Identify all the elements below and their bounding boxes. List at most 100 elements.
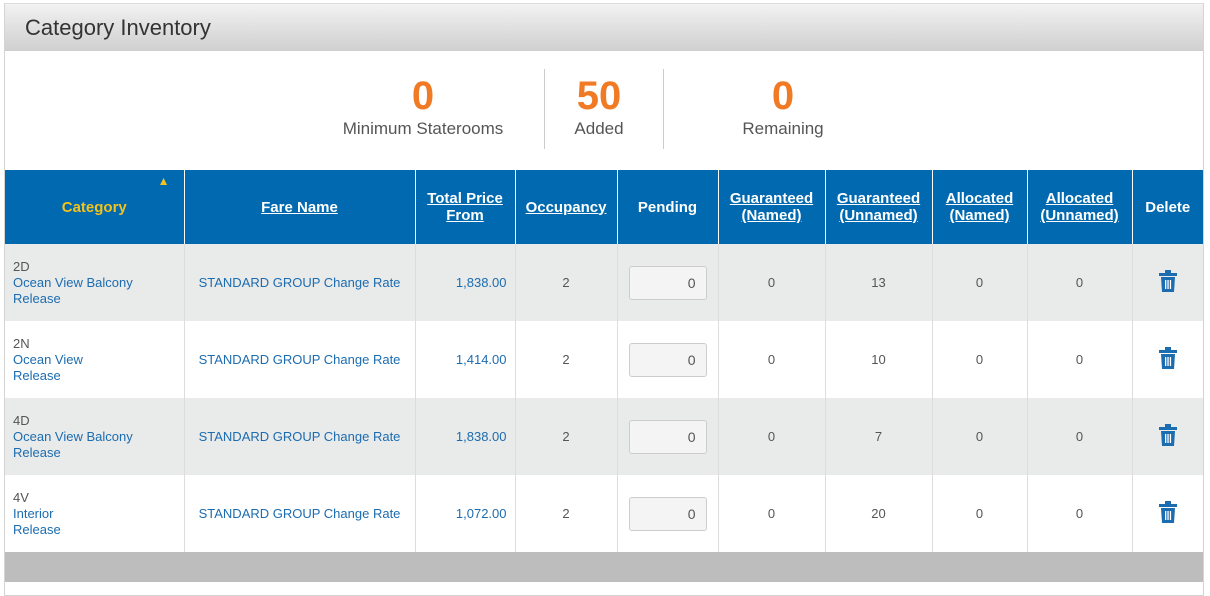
delete-cell bbox=[1132, 398, 1203, 475]
occupancy: 2 bbox=[515, 244, 618, 321]
pending-input[interactable] bbox=[628, 342, 707, 377]
category-cell: 4V Interior Release bbox=[5, 475, 185, 552]
guaranteed-named: 0 bbox=[718, 244, 826, 321]
total-price: 1,838.00 bbox=[415, 398, 516, 475]
panel-title: Category Inventory bbox=[5, 3, 1203, 51]
category-cell: 2D Ocean View Balcony Release bbox=[5, 244, 185, 321]
total-price: 1,838.00 bbox=[415, 244, 516, 321]
pending-input[interactable] bbox=[628, 265, 707, 300]
fare-name-link[interactable]: STANDARD GROUP Change Rate bbox=[184, 244, 416, 321]
table-row: 2D Ocean View Balcony Release STANDARD GRO… bbox=[5, 244, 1203, 321]
guaranteed-unnamed: 7 bbox=[825, 398, 933, 475]
col-label: Guaranteed (Unnamed) bbox=[836, 190, 921, 224]
inventory-table: ▲ Category Fare Name Total Price From Occ… bbox=[5, 170, 1203, 552]
guaranteed-named: 0 bbox=[718, 398, 826, 475]
fare-name-link[interactable]: STANDARD GROUP Change Rate bbox=[184, 398, 416, 475]
category-inventory-panel: Category Inventory 0 Minimum Staterooms … bbox=[4, 3, 1204, 596]
occupancy: 2 bbox=[515, 321, 618, 398]
col-label: Pending bbox=[637, 198, 698, 216]
col-label: Allocated (Unnamed) bbox=[1040, 190, 1119, 224]
pending-cell bbox=[617, 244, 719, 321]
col-label: Fare Name bbox=[261, 198, 338, 216]
category-code: 4V bbox=[13, 489, 29, 505]
col-guaranteed-unnamed[interactable]: Guaranteed (Unnamed) bbox=[825, 170, 933, 244]
trash-icon[interactable] bbox=[1158, 347, 1177, 372]
allocated-unnamed: 0 bbox=[1027, 321, 1133, 398]
col-label: Occupancy bbox=[525, 198, 607, 216]
allocated-unnamed: 0 bbox=[1027, 475, 1133, 552]
category-code: 2D bbox=[13, 258, 30, 274]
guaranteed-unnamed: 10 bbox=[825, 321, 933, 398]
occupancy: 2 bbox=[515, 398, 618, 475]
col-category[interactable]: ▲ Category bbox=[5, 170, 185, 244]
stat-value: 0 bbox=[771, 74, 795, 118]
col-total-price[interactable]: Total Price From bbox=[415, 170, 516, 244]
category-name-link[interactable]: Ocean View Balcony bbox=[13, 274, 133, 290]
category-cell: 2N Ocean View Release bbox=[5, 321, 185, 398]
divider bbox=[544, 69, 545, 149]
pending-cell bbox=[617, 475, 719, 552]
occupancy: 2 bbox=[515, 475, 618, 552]
divider bbox=[663, 69, 664, 149]
pending-input[interactable] bbox=[628, 419, 707, 454]
stat-value: 50 bbox=[576, 74, 622, 118]
category-cell: 4D Ocean View Balcony Release bbox=[5, 398, 185, 475]
col-allocated-named[interactable]: Allocated (Named) bbox=[932, 170, 1028, 244]
trash-icon[interactable] bbox=[1158, 424, 1177, 449]
col-delete: Delete bbox=[1132, 170, 1203, 244]
allocated-named: 0 bbox=[932, 244, 1028, 321]
stat-added: 50 Added bbox=[549, 73, 649, 139]
total-price: 1,414.00 bbox=[415, 321, 516, 398]
table-row: 2N Ocean View Release STANDARD GROUP Chang… bbox=[5, 321, 1203, 398]
delete-cell bbox=[1132, 244, 1203, 321]
release-link[interactable]: Release bbox=[13, 367, 61, 383]
category-name-link[interactable]: Interior bbox=[13, 505, 54, 521]
fare-name-link[interactable]: STANDARD GROUP Change Rate bbox=[184, 321, 416, 398]
allocated-named: 0 bbox=[932, 475, 1028, 552]
col-allocated-unnamed[interactable]: Allocated (Unnamed) bbox=[1027, 170, 1133, 244]
guaranteed-unnamed: 13 bbox=[825, 244, 933, 321]
category-name-link[interactable]: Ocean View Balcony bbox=[13, 428, 133, 444]
summary: 0 Minimum Staterooms 50 Added 0 Remainin… bbox=[5, 51, 1203, 170]
delete-cell bbox=[1132, 321, 1203, 398]
guaranteed-named: 0 bbox=[718, 321, 826, 398]
table-footer bbox=[5, 552, 1203, 582]
category-code: 4D bbox=[13, 412, 30, 428]
release-link[interactable]: Release bbox=[13, 290, 61, 306]
stat-label: Minimum Staterooms bbox=[342, 119, 504, 138]
stat-value: 0 bbox=[411, 74, 435, 118]
category-code: 2N bbox=[13, 335, 30, 351]
col-label: Allocated (Named) bbox=[945, 190, 1014, 224]
sort-asc-icon: ▲ bbox=[157, 174, 170, 188]
col-label: Category bbox=[61, 198, 127, 216]
pending-cell bbox=[617, 321, 719, 398]
pending-input[interactable] bbox=[628, 496, 707, 531]
allocated-unnamed: 0 bbox=[1027, 244, 1133, 321]
col-fare-name[interactable]: Fare Name bbox=[184, 170, 416, 244]
stat-minimum-staterooms: 0 Minimum Staterooms bbox=[323, 73, 523, 139]
stat-label: Remaining bbox=[742, 119, 824, 138]
fare-name-link[interactable]: STANDARD GROUP Change Rate bbox=[184, 475, 416, 552]
col-label: Total Price From bbox=[427, 190, 503, 224]
guaranteed-unnamed: 20 bbox=[825, 475, 933, 552]
release-link[interactable]: Release bbox=[13, 521, 61, 537]
col-pending: Pending bbox=[617, 170, 719, 244]
col-label: Guaranteed (Named) bbox=[729, 190, 814, 224]
allocated-named: 0 bbox=[932, 321, 1028, 398]
trash-icon[interactable] bbox=[1158, 501, 1177, 526]
delete-cell bbox=[1132, 475, 1203, 552]
table-row: 4D Ocean View Balcony Release STANDARD GRO… bbox=[5, 398, 1203, 475]
trash-icon[interactable] bbox=[1158, 270, 1177, 295]
allocated-unnamed: 0 bbox=[1027, 398, 1133, 475]
allocated-named: 0 bbox=[932, 398, 1028, 475]
col-occupancy[interactable]: Occupancy bbox=[515, 170, 618, 244]
total-price: 1,072.00 bbox=[415, 475, 516, 552]
table-row: 4V Interior Release STANDARD GROUP Change … bbox=[5, 475, 1203, 552]
guaranteed-named: 0 bbox=[718, 475, 826, 552]
category-name-link[interactable]: Ocean View bbox=[13, 351, 83, 367]
col-label: Delete bbox=[1145, 198, 1191, 216]
pending-cell bbox=[617, 398, 719, 475]
col-guaranteed-named[interactable]: Guaranteed (Named) bbox=[718, 170, 826, 244]
release-link[interactable]: Release bbox=[13, 444, 61, 460]
stat-remaining: 0 Remaining bbox=[683, 73, 883, 139]
